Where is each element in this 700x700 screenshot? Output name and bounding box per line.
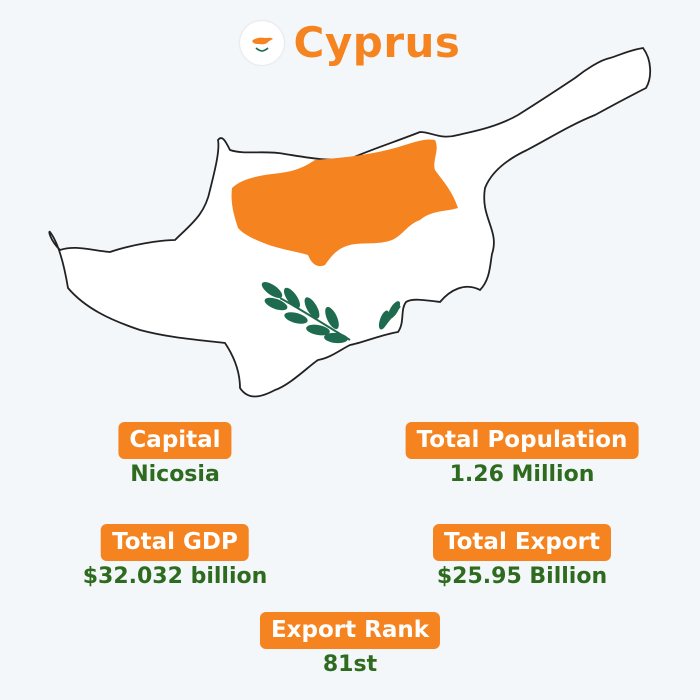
stat-population: Total Population 1.26 Million <box>405 422 639 489</box>
export-label: Total Export <box>433 524 611 561</box>
stat-gdp: Total GDP $32.032 billion <box>82 524 268 591</box>
stat-export-rank: Export Rank 81st <box>259 612 441 679</box>
export-rank-value: 81st <box>322 652 378 677</box>
cyprus-flag-icon <box>239 21 284 65</box>
page-title: Cyprus <box>293 18 461 67</box>
flag-island-silhouette <box>231 139 458 267</box>
export-rank-label: Export Rank <box>259 612 441 649</box>
capital-value: Nicosia <box>130 462 220 487</box>
capital-label: Capital <box>118 422 232 459</box>
stat-export: Total Export $25.95 Billion <box>433 524 611 591</box>
export-value: $25.95 Billion <box>436 564 608 589</box>
page-header: Cyprus <box>0 18 700 68</box>
olive-branch-icon <box>261 281 401 344</box>
population-label: Total Population <box>405 422 639 459</box>
cyprus-map-icon <box>48 47 652 398</box>
population-value: 1.26 Million <box>449 462 595 487</box>
gdp-label: Total GDP <box>101 524 249 561</box>
gdp-value: $32.032 billion <box>82 564 268 589</box>
stat-capital: Capital Nicosia <box>118 422 232 489</box>
